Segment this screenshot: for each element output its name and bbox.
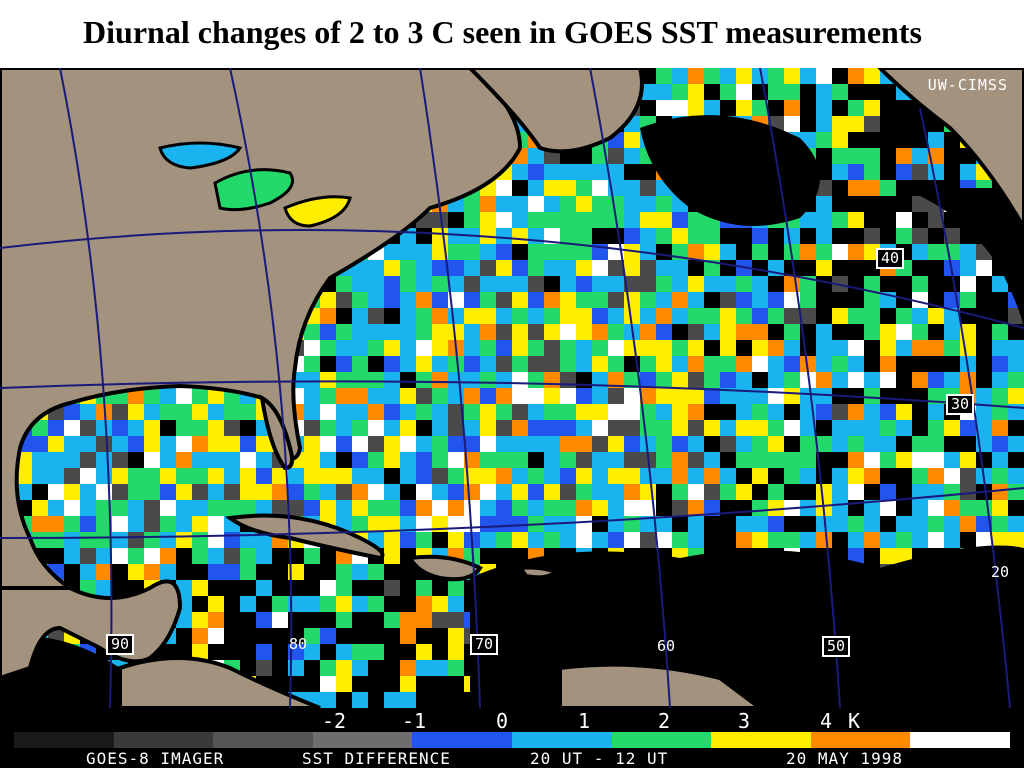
legend-tick: 1 [578,709,591,733]
latitude-label: 20 [991,563,1010,581]
legend-color-segment [711,732,811,748]
legend-color-segment [113,732,214,748]
legend-tick: 3 [738,709,751,733]
legend-color-segment [412,732,512,748]
legend-color-segment [312,732,413,748]
caption-strip: GOES-8 IMAGER SST DIFFERENCE 20 UT - 12 … [0,748,1024,768]
legend-tick: 4 [820,709,833,733]
legend-unit: K [848,709,861,733]
credit-label: UW-CIMSS [927,76,1008,94]
latitude-label: 40 [876,248,905,269]
slide-title: Diurnal changes of 2 to 3 C seen in GOES… [83,14,922,50]
land-masses [0,68,1024,708]
legend-color-segment [810,732,911,748]
legend-color-segment [14,732,114,748]
longitude-label: 50 [822,636,851,657]
legend-color-bar [14,732,1010,748]
legend-color-segment [511,732,612,748]
caption-instrument: GOES-8 IMAGER [86,749,225,768]
sst-difference-map: UW-CIMSS 40 30 20 90 80 70 60 50 -2 -1 0… [0,68,1024,768]
legend-color-segment [910,732,1010,748]
legend-tick: -1 [402,709,427,733]
longitude-label: 90 [106,634,135,655]
caption-date: 20 MAY 1998 [786,749,903,768]
longitude-label: 70 [470,634,499,655]
longitude-label: 60 [657,637,676,655]
caption-times: 20 UT - 12 UT [530,749,669,768]
legend-scale: -2 -1 0 1 2 3 4 K [0,709,1024,733]
legend-tick: 0 [496,709,509,733]
legend-tick: 2 [658,709,671,733]
legend-tick: -2 [322,709,347,733]
map-canvas [0,68,1024,708]
latitude-label: 30 [946,394,975,415]
legend-color-segment [611,732,712,748]
longitude-label: 80 [289,635,308,653]
legend-color-segment [213,732,313,748]
caption-product: SST DIFFERENCE [302,749,451,768]
